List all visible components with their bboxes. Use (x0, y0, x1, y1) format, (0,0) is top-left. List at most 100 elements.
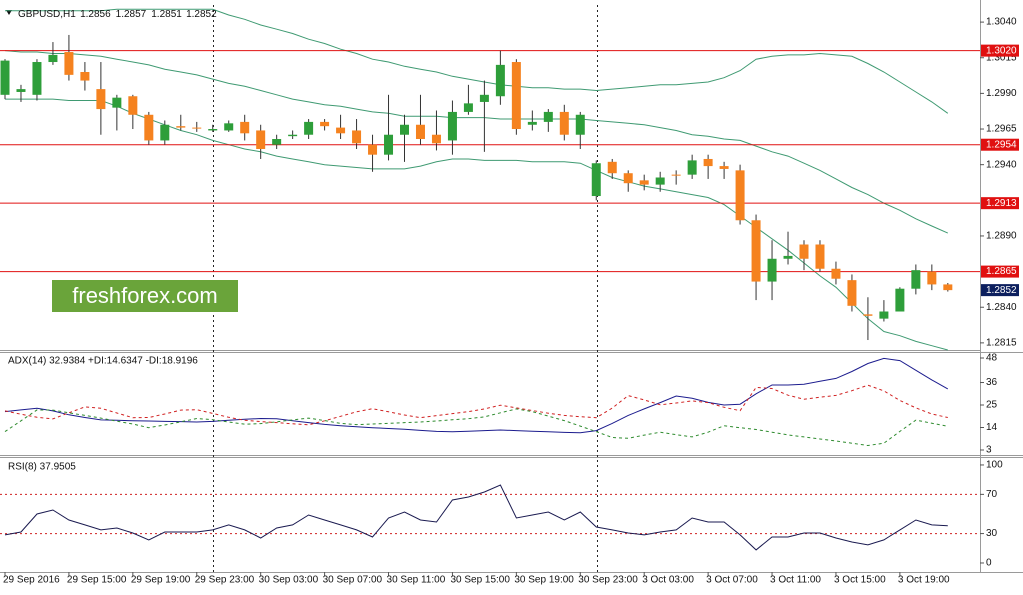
x-tick-label: 29 Sep 2016 (3, 575, 60, 586)
menu-triangle (6, 10, 12, 15)
candle-body (288, 134, 298, 137)
candle-body (32, 62, 42, 95)
x-tick-label: 29 Sep 19:00 (131, 575, 191, 586)
indicator-title: RSI(8) 37.9505 (8, 462, 76, 473)
candle-body (463, 103, 473, 112)
candle-body (943, 284, 953, 291)
candle-body (911, 270, 921, 289)
chart-title: GBPUSD,H1 (18, 9, 76, 20)
candle-body (863, 314, 873, 316)
indicator-line (4, 408, 948, 447)
y-tick-label: 0 (986, 558, 992, 569)
x-tick-label: 29 Sep 15:00 (67, 575, 127, 586)
level-label: 1.2954 (986, 139, 1017, 150)
candle-body (623, 173, 633, 184)
candle-body (511, 62, 521, 130)
candle-body (48, 54, 58, 63)
ohlc-value: 1.2851 (151, 9, 182, 20)
current-price-bg (981, 284, 1019, 297)
x-tick-label: 3 Oct 11:00 (770, 575, 821, 586)
x-tick-label: 3 Oct 03:00 (642, 575, 694, 586)
x-tick-label: 30 Sep 07:00 (323, 575, 383, 586)
x-tick-label: 30 Sep 19:00 (514, 575, 574, 586)
level-label: 1.3020 (986, 45, 1017, 56)
candle-body (751, 220, 761, 282)
candle-body (176, 126, 186, 128)
candle-body (112, 97, 122, 108)
y-tick-label: 1.3040 (986, 17, 1017, 28)
y-tick-label: 1.2815 (986, 338, 1017, 349)
indicator-line (4, 384, 948, 426)
candle-body (687, 160, 697, 175)
level-label: 1.2913 (986, 198, 1017, 209)
candle-body (336, 127, 346, 134)
current-price-label: 1.2852 (986, 285, 1017, 296)
y-tick-label: 1.2840 (986, 302, 1017, 313)
candle-body (160, 124, 170, 141)
candle-body (431, 134, 441, 144)
candle-body (447, 111, 457, 141)
candle-body (96, 89, 106, 110)
candle-body (703, 158, 713, 167)
indicator-line (4, 357, 949, 434)
candle-body (240, 121, 250, 134)
watermark: freshforex.com (72, 283, 218, 308)
candle-body (208, 129, 218, 131)
y-tick-label: 1.2890 (986, 231, 1017, 242)
y-tick-label: 1.2940 (986, 159, 1017, 170)
indicator-title: ADX(14) 32.9384 +DI:14.6347 -DI:18.9196 (8, 356, 198, 367)
y-tick-label: 70 (986, 489, 998, 500)
y-tick-label: 30 (986, 528, 998, 539)
y-tick-label: 1.2990 (986, 88, 1017, 99)
watermark-bg (52, 280, 238, 312)
level-label-bg (981, 138, 1019, 151)
candle-body (799, 244, 809, 259)
y-tick-label: 100 (986, 460, 1003, 471)
chart-header: GBPUSD,H1 1.2856 1.2857 1.2851 1.2852 (18, 9, 217, 20)
candle-body (224, 123, 234, 131)
candle-body (719, 166, 729, 169)
candle-body (0, 60, 10, 95)
y-tick-label: 14 (986, 422, 998, 433)
candle-body (144, 114, 154, 141)
candle-body (352, 130, 362, 144)
level-label: 1.2865 (986, 266, 1017, 277)
candle-body (671, 174, 681, 176)
bollinger-band (5, 8, 949, 114)
candle-body (400, 124, 409, 135)
level-label-bg (981, 44, 1019, 57)
candle-body (80, 72, 90, 81)
y-tick-label: 25 (986, 400, 998, 411)
candle-body (304, 121, 314, 135)
candle-body (495, 64, 505, 97)
x-tick-label: 3 Oct 15:00 (834, 575, 886, 586)
candle-body (368, 144, 378, 155)
candle-body (128, 96, 138, 115)
candle-body (64, 52, 74, 75)
candle-body (815, 244, 825, 269)
candle-body (479, 94, 489, 102)
candle-body (559, 111, 569, 135)
ohlc-value: 1.2857 (116, 9, 147, 20)
bollinger-band (4, 50, 949, 234)
ohlc-value: 1.2852 (186, 9, 217, 20)
x-tick-label: 3 Oct 07:00 (706, 575, 758, 586)
candle-body (256, 130, 266, 149)
candle-body (543, 111, 553, 122)
y-tick-label: 1.2965 (986, 124, 1017, 135)
y-tick-label: 3 (986, 445, 992, 456)
candle-body (384, 134, 394, 155)
ohlc-value: 1.2856 (80, 9, 111, 20)
candle-body (639, 180, 649, 185)
candle-body (847, 280, 857, 306)
candle-body (895, 288, 905, 312)
candle-body (591, 163, 601, 197)
x-tick-label: 29 Sep 23:00 (195, 575, 255, 586)
x-tick-label: 30 Sep 03:00 (259, 575, 319, 586)
candle-body (831, 268, 841, 279)
candle-body (16, 89, 26, 92)
candle-body (272, 139, 282, 145)
candle-body (927, 271, 937, 285)
x-tick-label: 30 Sep 15:00 (450, 575, 510, 586)
